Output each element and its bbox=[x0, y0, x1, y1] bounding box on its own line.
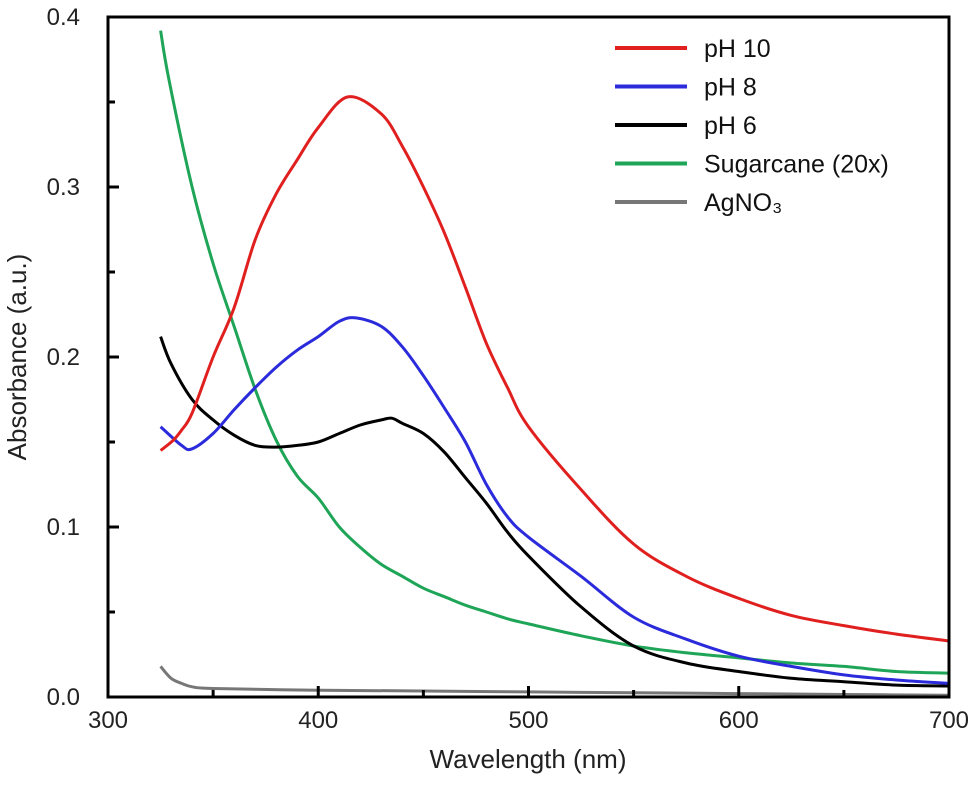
series-line-ph-10 bbox=[159, 95, 950, 643]
legend: pH 10 pH 8 pH 6 Sugarcane (20x) AgNO₃ bbox=[615, 35, 889, 217]
y-tick-label: 0.2 bbox=[47, 344, 80, 371]
x-tick-label: 600 bbox=[719, 707, 759, 734]
y-axis-title: Absorbance (a.u.) bbox=[2, 254, 32, 461]
legend-label: Sugarcane (20x) bbox=[704, 151, 889, 179]
y-tick-label: 0.1 bbox=[47, 514, 80, 541]
series-line-sugarcane-20x bbox=[159, 30, 950, 675]
x-tick-label: 400 bbox=[298, 707, 338, 734]
y-tick-label: 0.0 bbox=[47, 684, 80, 711]
y-tick-label: 0.3 bbox=[47, 174, 80, 201]
series-line-ph-6 bbox=[159, 336, 950, 688]
y-tick-labels: 0.0 0.1 0.2 0.3 0.4 bbox=[47, 4, 80, 711]
legend-item: pH 10 bbox=[615, 35, 771, 63]
x-tick-labels: 300 400 500 600 700 bbox=[88, 707, 969, 734]
x-axis-title: Wavelength (nm) bbox=[430, 744, 627, 774]
plot-area bbox=[159, 30, 950, 697]
x-tick-label: 300 bbox=[88, 707, 128, 734]
x-tick-label: 700 bbox=[929, 707, 969, 734]
plot-frame bbox=[106, 15, 951, 699]
legend-label: pH 8 bbox=[704, 74, 757, 102]
series-line-ph-8 bbox=[159, 316, 950, 685]
y-tick-label: 0.4 bbox=[47, 4, 80, 31]
legend-label: AgNO₃ bbox=[704, 189, 782, 217]
x-tick-label: 500 bbox=[508, 707, 548, 734]
legend-item: Sugarcane (20x) bbox=[615, 151, 889, 179]
legend-item: AgNO₃ bbox=[615, 189, 782, 217]
axis-ticks bbox=[106, 15, 951, 699]
legend-item: pH 6 bbox=[615, 112, 757, 140]
legend-label: pH 6 bbox=[704, 112, 757, 140]
legend-label: pH 10 bbox=[704, 35, 771, 63]
legend-item: pH 8 bbox=[615, 74, 757, 102]
